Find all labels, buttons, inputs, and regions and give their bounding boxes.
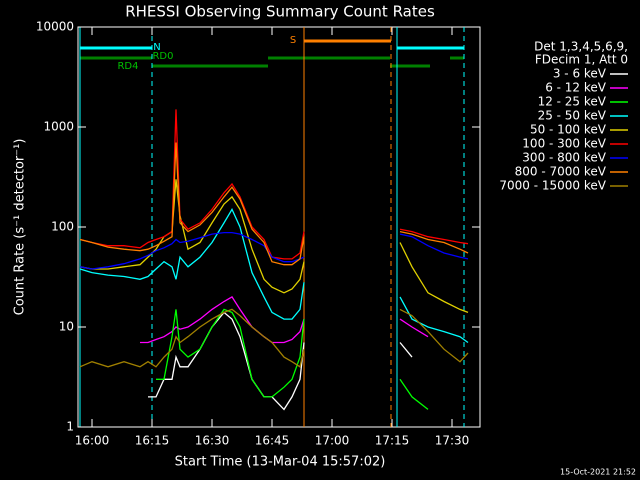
x-axis-label: Start Time (13-Mar-04 15:57:02) (175, 455, 386, 470)
x-tick-label: 17:00 (315, 434, 350, 448)
x-tick-label: 16:45 (255, 434, 290, 448)
x-tick-label: 16:30 (195, 434, 230, 448)
y-tick-label: 10000 (36, 20, 74, 34)
series-line (79, 308, 469, 368)
legend-label: 3 - 6 keV (553, 67, 607, 81)
y-tick-label: 100 (51, 220, 74, 234)
legend-label: 12 - 25 keV (538, 95, 607, 109)
annotation: S (290, 35, 296, 46)
series-line (156, 308, 429, 410)
legend-label: 25 - 50 keV (538, 109, 607, 123)
series-line (79, 207, 469, 344)
legend-label: 800 - 7000 keV (515, 165, 607, 179)
y-axis-label: Count Rate (s⁻¹ detector⁻¹) (13, 139, 28, 316)
y-tick-label: 1000 (43, 120, 74, 134)
legend-label: 50 - 100 keV (530, 123, 607, 137)
x-tick-label: 17:15 (375, 434, 410, 448)
event-lines (79, 27, 465, 427)
annotation: N (153, 42, 160, 53)
series-line (140, 296, 429, 344)
series-line (79, 231, 469, 270)
legend-label: 300 - 800 keV (522, 151, 606, 165)
legend-header: Det 1,3,4,5,6,9, (534, 40, 628, 54)
legend-header: FDecim 1, Att 0 (535, 53, 628, 67)
x-tick-label: 17:30 (435, 434, 470, 448)
footer: 15-Oct-2021 21:52 (560, 468, 636, 477)
y-tick-label: 10 (59, 320, 74, 334)
annotation: RD0 (152, 51, 173, 62)
y-tick-label: 1 (66, 420, 74, 434)
legend-label: 100 - 300 keV (522, 137, 606, 151)
legend-label: 7000 - 15000 keV (499, 179, 606, 193)
chart-title: RHESSI Observing Summary Count Rates (125, 3, 435, 21)
legend-label: 6 - 12 keV (545, 81, 607, 95)
x-tick-label: 16:15 (135, 434, 170, 448)
x-tick-label: 16:00 (75, 434, 110, 448)
series-line (79, 179, 469, 314)
annotation: RD4 (117, 61, 138, 72)
plot-frame (77, 26, 481, 428)
series-line (79, 142, 469, 266)
